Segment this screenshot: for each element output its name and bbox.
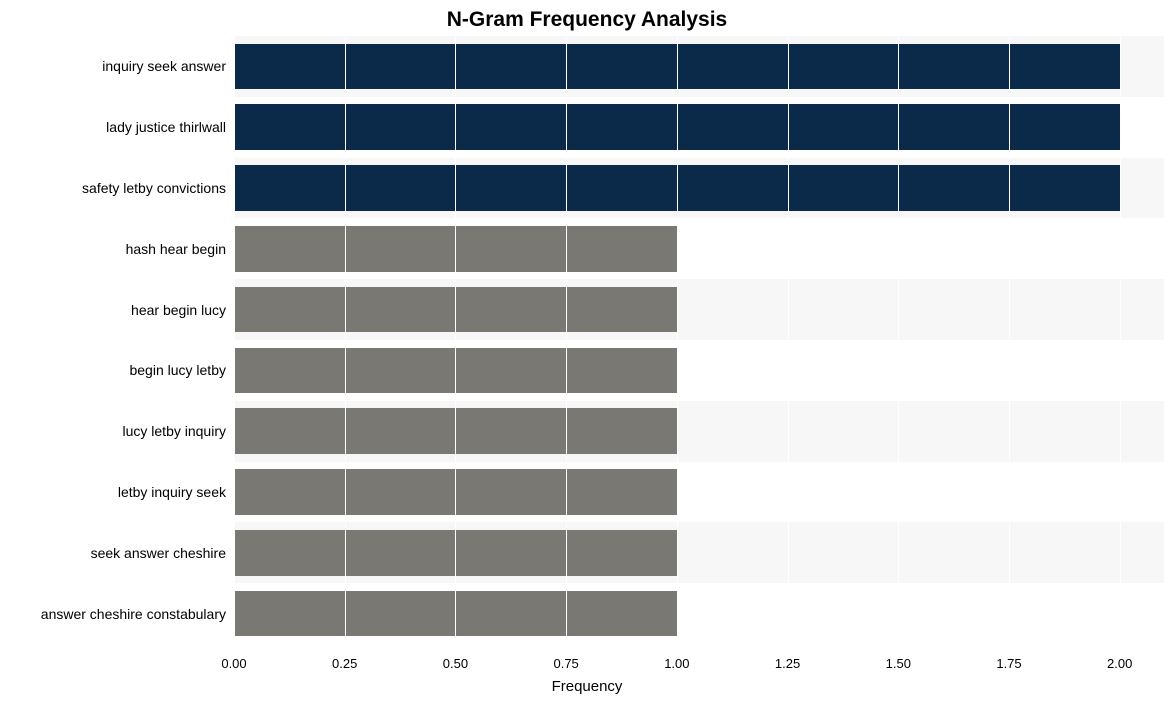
chart-row: hash hear begin — [234, 218, 1164, 279]
x-tick-label: 0.50 — [443, 656, 468, 671]
x-gridline — [345, 36, 346, 644]
x-axis-label: Frequency — [0, 678, 1174, 695]
y-tick-label: safety letby convictions — [82, 158, 234, 219]
y-tick-label: inquiry seek answer — [102, 36, 234, 97]
y-tick-label: lady justice thirlwall — [106, 97, 234, 158]
chart-row: hear begin lucy — [234, 279, 1164, 340]
x-gridline — [566, 36, 567, 644]
y-tick-label: letby inquiry seek — [118, 462, 234, 523]
x-tick-label: 1.75 — [996, 656, 1021, 671]
chart-title: N-Gram Frequency Analysis — [0, 8, 1174, 32]
x-tick-label: 1.25 — [775, 656, 800, 671]
y-tick-label: hear begin lucy — [131, 279, 234, 340]
x-gridline — [1009, 36, 1010, 644]
chart-row: safety letby convictions — [234, 158, 1164, 219]
chart-row: lucy letby inquiry — [234, 401, 1164, 462]
y-tick-label: answer cheshire constabulary — [41, 583, 234, 644]
x-gridline — [788, 36, 789, 644]
y-tick-label: lucy letby inquiry — [123, 401, 235, 462]
chart-row: inquiry seek answer — [234, 36, 1164, 97]
chart-row: begin lucy letby — [234, 340, 1164, 401]
ngram-chart: N-Gram Frequency Analysis inquiry seek a… — [0, 0, 1174, 701]
x-tick-label: 2.00 — [1107, 656, 1132, 671]
chart-row: seek answer cheshire — [234, 522, 1164, 583]
x-gridline — [898, 36, 899, 644]
chart-row: lady justice thirlwall — [234, 97, 1164, 158]
y-tick-label: begin lucy letby — [129, 340, 234, 401]
x-gridline — [1120, 36, 1121, 644]
chart-row: answer cheshire constabulary — [234, 583, 1164, 644]
x-tick-label: 0.75 — [553, 656, 578, 671]
y-tick-label: hash hear begin — [126, 218, 234, 279]
x-tick-label: 1.50 — [886, 656, 911, 671]
y-tick-label: seek answer cheshire — [91, 522, 234, 583]
x-tick-label: 1.00 — [664, 656, 689, 671]
x-gridline — [455, 36, 456, 644]
x-tick-label: 0.25 — [332, 656, 357, 671]
x-tick-label: 0.00 — [221, 656, 246, 671]
x-gridline — [234, 36, 235, 644]
chart-row: letby inquiry seek — [234, 462, 1164, 523]
plot-area: inquiry seek answerlady justice thirlwal… — [234, 36, 1164, 644]
x-gridline — [677, 36, 678, 644]
